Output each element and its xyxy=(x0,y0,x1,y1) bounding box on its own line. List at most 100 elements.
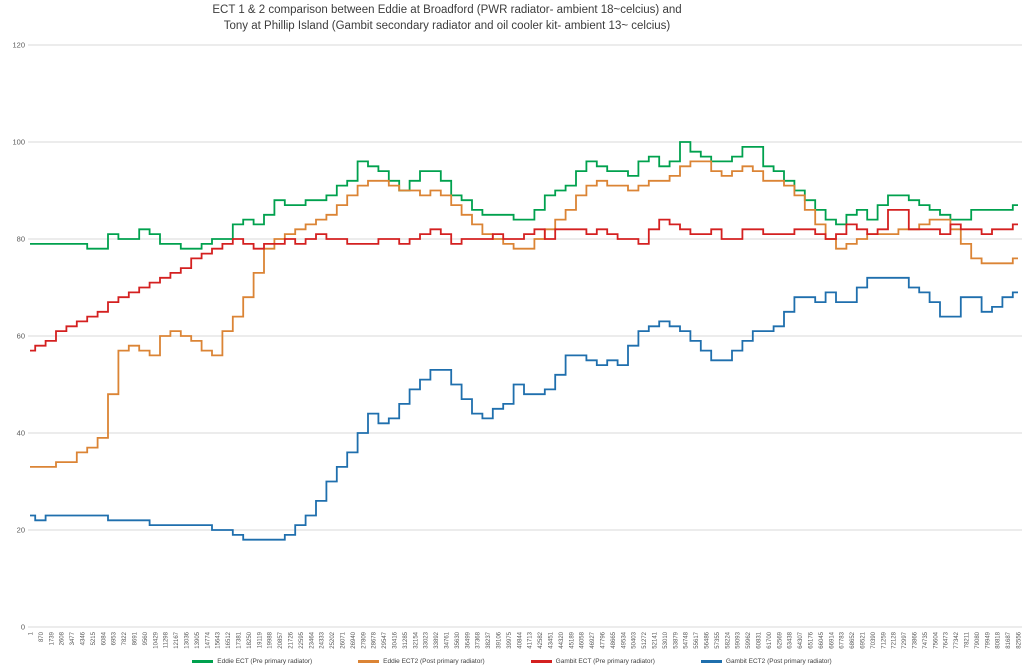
chart-title-line1: ECT 1 & 2 comparison between Eddie at Br… xyxy=(212,4,682,16)
x-tick-label: 29547 xyxy=(382,631,388,648)
x-tick-label: 28678 xyxy=(372,631,378,648)
x-tick-label: 23464 xyxy=(309,631,315,648)
x-tick-label: 27809 xyxy=(361,631,367,648)
x-tick-label: 55617 xyxy=(694,631,700,648)
x-tick-label: 77342 xyxy=(954,631,960,648)
x-tick-label: 36499 xyxy=(465,631,471,648)
x-tick-label: 56486 xyxy=(705,631,711,648)
legend-swatch-gambit-ect xyxy=(530,660,552,663)
x-tick-label: 33023 xyxy=(424,631,430,648)
x-tick-label: 6084 xyxy=(101,631,107,645)
x-tick-label: 79080 xyxy=(975,631,981,648)
series-line-eddie-ect2-post-primary-radiator xyxy=(30,160,1018,468)
x-tick-label: 11298 xyxy=(164,631,170,648)
x-tick-label: 33892 xyxy=(434,631,440,648)
x-tick-label: 3477 xyxy=(70,631,76,645)
x-tick-label: 26071 xyxy=(341,631,347,648)
x-tick-label: 67783 xyxy=(840,631,846,648)
x-tick-label: 48665 xyxy=(611,631,617,648)
x-tick-label: 73866 xyxy=(913,631,919,648)
x-tick-label: 66045 xyxy=(819,631,825,648)
x-tick-label: 19988 xyxy=(268,631,274,648)
x-tick-label: 74735 xyxy=(923,631,929,648)
x-tick-label: 46927 xyxy=(590,631,596,648)
x-tick-label: 14774 xyxy=(205,631,211,648)
x-tick-label: 71259 xyxy=(881,631,887,648)
legend-item-eddie-ect: Eddie ECT (Pre primary radiator) xyxy=(192,658,312,665)
x-tick-label: 64307 xyxy=(798,631,804,648)
x-tick-label: 21726 xyxy=(289,631,295,648)
x-tick-label: 1739 xyxy=(49,631,55,645)
x-tick-label: 1 xyxy=(29,631,35,635)
x-tick-label: 76473 xyxy=(944,631,950,648)
chart-legend: Eddie ECT (Pre primary radiator) Eddie E… xyxy=(0,658,1024,665)
x-tick-label: 72128 xyxy=(892,631,898,648)
x-tick-label: 40844 xyxy=(517,631,523,648)
x-tick-label: 31285 xyxy=(403,631,409,648)
x-tick-label: 43451 xyxy=(549,631,555,648)
x-tick-label: 24333 xyxy=(320,631,326,648)
x-tick-label: 59962 xyxy=(746,631,752,648)
x-tick-label: 45189 xyxy=(569,631,575,648)
x-tick-label: 53010 xyxy=(663,631,669,648)
x-tick-label: 41713 xyxy=(528,631,534,648)
x-tick-label: 15643 xyxy=(216,631,222,648)
x-tick-label: 34761 xyxy=(445,631,451,648)
x-tick-label: 25202 xyxy=(330,631,336,648)
x-tick-label: 37368 xyxy=(476,631,482,648)
x-tick-label: 69521 xyxy=(861,631,867,648)
x-tick-label: 52141 xyxy=(653,631,659,648)
x-tick-label: 35630 xyxy=(455,631,461,648)
x-tick-label: 10429 xyxy=(153,631,159,648)
series-line-eddie-ect-pre-primary-radiator xyxy=(30,141,1018,250)
x-tick-label: 51272 xyxy=(642,631,648,648)
x-tick-label: 63438 xyxy=(788,631,794,648)
x-tick-label: 8691 xyxy=(133,631,139,645)
x-tick-label: 78211 xyxy=(965,631,971,648)
x-tick-label: 47796 xyxy=(601,631,607,648)
x-tick-label: 13036 xyxy=(185,631,191,648)
x-tick-label: 38237 xyxy=(486,631,492,648)
legend-swatch-eddie-ect2 xyxy=(358,660,380,663)
x-tick-label: 54748 xyxy=(684,631,690,648)
x-tick-label: 80818 xyxy=(996,631,1002,648)
x-tick-label: 62569 xyxy=(777,631,783,648)
y-tick-label: 0 xyxy=(21,623,25,632)
x-tick-label: 13905 xyxy=(195,631,201,648)
x-tick-label: 57355 xyxy=(715,631,721,648)
x-tick-label: 79949 xyxy=(985,631,991,648)
x-tick-label: 50403 xyxy=(632,631,638,648)
x-tick-label: 75604 xyxy=(933,631,939,648)
x-tick-label: 82556 xyxy=(1017,631,1023,648)
y-tick-label: 40 xyxy=(17,429,25,438)
x-tick-label: 20857 xyxy=(278,631,284,648)
x-tick-label: 17381 xyxy=(237,631,243,648)
x-tick-label: 16512 xyxy=(226,631,232,648)
x-tick-label: 65176 xyxy=(809,631,815,648)
x-tick-label: 4346 xyxy=(81,631,87,645)
x-tick-label: 53879 xyxy=(673,631,679,648)
x-tick-label: 46058 xyxy=(580,631,586,648)
legend-label-eddie-ect2: Eddie ECT2 (Post primary radiator) xyxy=(383,658,485,665)
x-tick-label: 49534 xyxy=(621,631,627,648)
legend-swatch-eddie-ect xyxy=(192,660,214,663)
y-tick-label: 80 xyxy=(17,235,25,244)
y-tick-label: 20 xyxy=(17,526,25,535)
x-tick-label: 66914 xyxy=(829,631,835,648)
legend-label-gambit-ect: Gambit ECT (Pre primary radiator) xyxy=(555,658,655,665)
chart-title-line2: Tony at Phillip Island (Gambit secondary… xyxy=(223,20,671,32)
x-tick-label: 39106 xyxy=(497,631,503,648)
series-line-gambit-ect2-post-primary-radiator xyxy=(30,276,1018,541)
x-tick-label: 30416 xyxy=(393,631,399,648)
x-tick-label: 32154 xyxy=(413,631,419,648)
x-tick-label: 2608 xyxy=(60,631,66,645)
x-tick-label: 61700 xyxy=(767,631,773,648)
x-tick-label: 9560 xyxy=(143,631,149,645)
legend-item-gambit-ect: Gambit ECT (Pre primary radiator) xyxy=(530,658,655,665)
x-tick-label: 26940 xyxy=(351,631,357,648)
legend-item-eddie-ect2: Eddie ECT2 (Post primary radiator) xyxy=(358,658,485,665)
x-tick-label: 60831 xyxy=(757,631,763,648)
legend-label-eddie-ect: Eddie ECT (Pre primary radiator) xyxy=(217,658,313,665)
x-tick-label: 39975 xyxy=(507,631,513,648)
